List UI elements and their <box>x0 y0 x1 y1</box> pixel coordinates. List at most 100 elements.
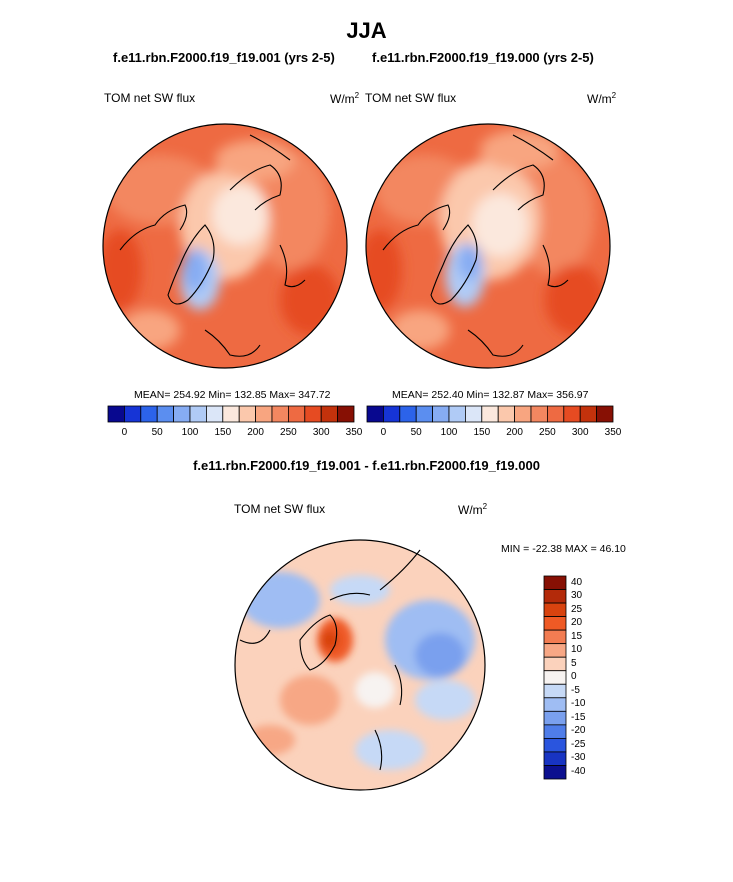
diff-units: W/m2 <box>458 502 488 517</box>
panel-a-colorbar <box>107 405 355 423</box>
colorbar-tick-label: 25 <box>571 603 583 615</box>
colorbar-tick-label: 200 <box>247 427 264 438</box>
colorbar-swatch <box>415 405 434 423</box>
colorbar-tick-label: -15 <box>571 711 586 723</box>
colorbar-swatch <box>189 405 207 423</box>
colorbar-tick-label: 30 <box>571 590 583 602</box>
colorbar-swatch <box>481 405 499 423</box>
colorbar-tick-label: 250 <box>539 427 556 438</box>
panel-b-case-title: f.e11.rbn.F2000.f19_f19.000 (yrs 2-5) <box>372 50 594 65</box>
colorbar-swatch <box>173 405 191 423</box>
colorbar-swatch <box>546 405 565 423</box>
colorbar-swatch <box>382 405 401 423</box>
diff-minmax: MIN = -22.38 MAX = 46.10 <box>501 543 626 555</box>
panel-b-colorbar <box>366 405 614 423</box>
colorbar-tick-label: 15 <box>571 630 583 642</box>
colorbar-tick-label: 5 <box>571 657 577 669</box>
colorbar-tick-label: 100 <box>440 427 458 438</box>
colorbar-swatch <box>337 405 355 423</box>
colorbar-swatch <box>543 643 567 658</box>
colorbar-tick-label: 300 <box>312 427 330 438</box>
colorbar-swatch <box>543 683 567 699</box>
colorbar-tick-label: -30 <box>571 752 586 764</box>
panel-b-map-border <box>365 123 611 369</box>
colorbar-tick-label: -5 <box>571 684 580 696</box>
diff-map <box>235 540 485 790</box>
colorbar-tick-label: 10 <box>571 644 583 656</box>
colorbar-swatch <box>543 751 567 766</box>
colorbar-tick-label: 100 <box>181 427 199 438</box>
colorbar-swatch <box>530 405 548 423</box>
colorbar-tick-label: 0 <box>380 427 387 438</box>
colorbar-swatch <box>140 405 158 423</box>
colorbar-swatch <box>304 405 322 423</box>
colorbar-swatch <box>579 405 597 423</box>
colorbar-tick-label: 350 <box>604 427 622 438</box>
colorbar-swatch <box>255 405 273 423</box>
panel-b-variable-label: TOM net SW flux <box>365 91 457 105</box>
colorbar-swatch <box>543 737 567 753</box>
colorbar-swatch <box>543 616 567 631</box>
colorbar-swatch <box>543 670 567 685</box>
colorbar-tick-label: 50 <box>410 427 422 438</box>
colorbar-swatch <box>399 405 417 423</box>
colorbar-swatch <box>238 405 256 423</box>
colorbar-swatch <box>320 405 338 423</box>
colorbar-swatch <box>543 710 567 726</box>
colorbar-tick-label: -25 <box>571 738 586 750</box>
colorbar-tick-label: 50 <box>151 427 163 438</box>
colorbar-swatch <box>432 405 450 423</box>
diff-variable-label: TOM net SW flux <box>234 502 326 516</box>
panel-a-map-border <box>102 123 348 369</box>
colorbar-tick-label: 300 <box>571 427 589 438</box>
colorbar-swatch <box>465 405 483 423</box>
panel-a-case-title: f.e11.rbn.F2000.f19_f19.001 (yrs 2-5) <box>113 50 335 65</box>
colorbar-swatch <box>543 765 567 780</box>
colorbar-swatch <box>543 697 567 712</box>
colorbar-swatch <box>366 405 384 423</box>
colorbar-swatch <box>497 405 515 423</box>
colorbar-tick-label: 200 <box>506 427 523 438</box>
colorbar-swatch <box>271 405 289 423</box>
diff-map-border <box>234 539 486 791</box>
colorbar-swatch <box>123 405 142 423</box>
panel-a-map <box>103 124 347 368</box>
colorbar-swatch <box>543 575 567 590</box>
colorbar-swatch <box>543 724 567 739</box>
colorbar-swatch <box>448 405 466 423</box>
colorbar-swatch <box>514 405 532 423</box>
diff-colorbar <box>543 575 567 780</box>
panel-a-variable-label: TOM net SW flux <box>104 91 196 105</box>
panel-b-coastlines <box>382 134 569 357</box>
colorbar-swatch <box>222 405 240 423</box>
colorbar-swatch <box>287 405 306 423</box>
colorbar-swatch <box>596 405 614 423</box>
colorbar-swatch <box>543 629 567 645</box>
figure-title: JJA <box>346 18 387 43</box>
panel-a-units: W/m2 <box>330 91 360 106</box>
colorbar-tick-label: 250 <box>280 427 297 438</box>
colorbar-tick-label: 0 <box>121 427 128 438</box>
panel-b-map <box>366 124 610 368</box>
colorbar-swatch <box>107 405 125 423</box>
colorbar-swatch <box>543 656 567 672</box>
colorbar-tick-label: 0 <box>571 671 577 683</box>
colorbar-tick-label: 350 <box>345 427 363 438</box>
colorbar-swatch <box>543 589 567 604</box>
colorbar-swatch <box>156 405 175 423</box>
colorbar-tick-label: 20 <box>571 617 583 629</box>
colorbar-swatch <box>543 602 567 617</box>
colorbar-tick-label: 150 <box>214 427 232 438</box>
colorbar-tick-label: 40 <box>571 576 583 588</box>
diff-coastlines <box>239 549 421 771</box>
colorbar-tick-label: -20 <box>571 725 586 737</box>
panel-b-stats: MEAN= 252.40 Min= 132.87 Max= 356.97 <box>392 389 589 401</box>
panel-a-stats: MEAN= 254.92 Min= 132.85 Max= 347.72 <box>134 389 331 401</box>
panel-a-coastlines <box>119 134 306 357</box>
colorbar-swatch <box>206 405 224 423</box>
colorbar-tick-label: -10 <box>571 698 586 710</box>
colorbar-tick-label: -40 <box>571 766 586 777</box>
colorbar-tick-label: 150 <box>473 427 491 438</box>
colorbar-swatch <box>563 405 581 423</box>
